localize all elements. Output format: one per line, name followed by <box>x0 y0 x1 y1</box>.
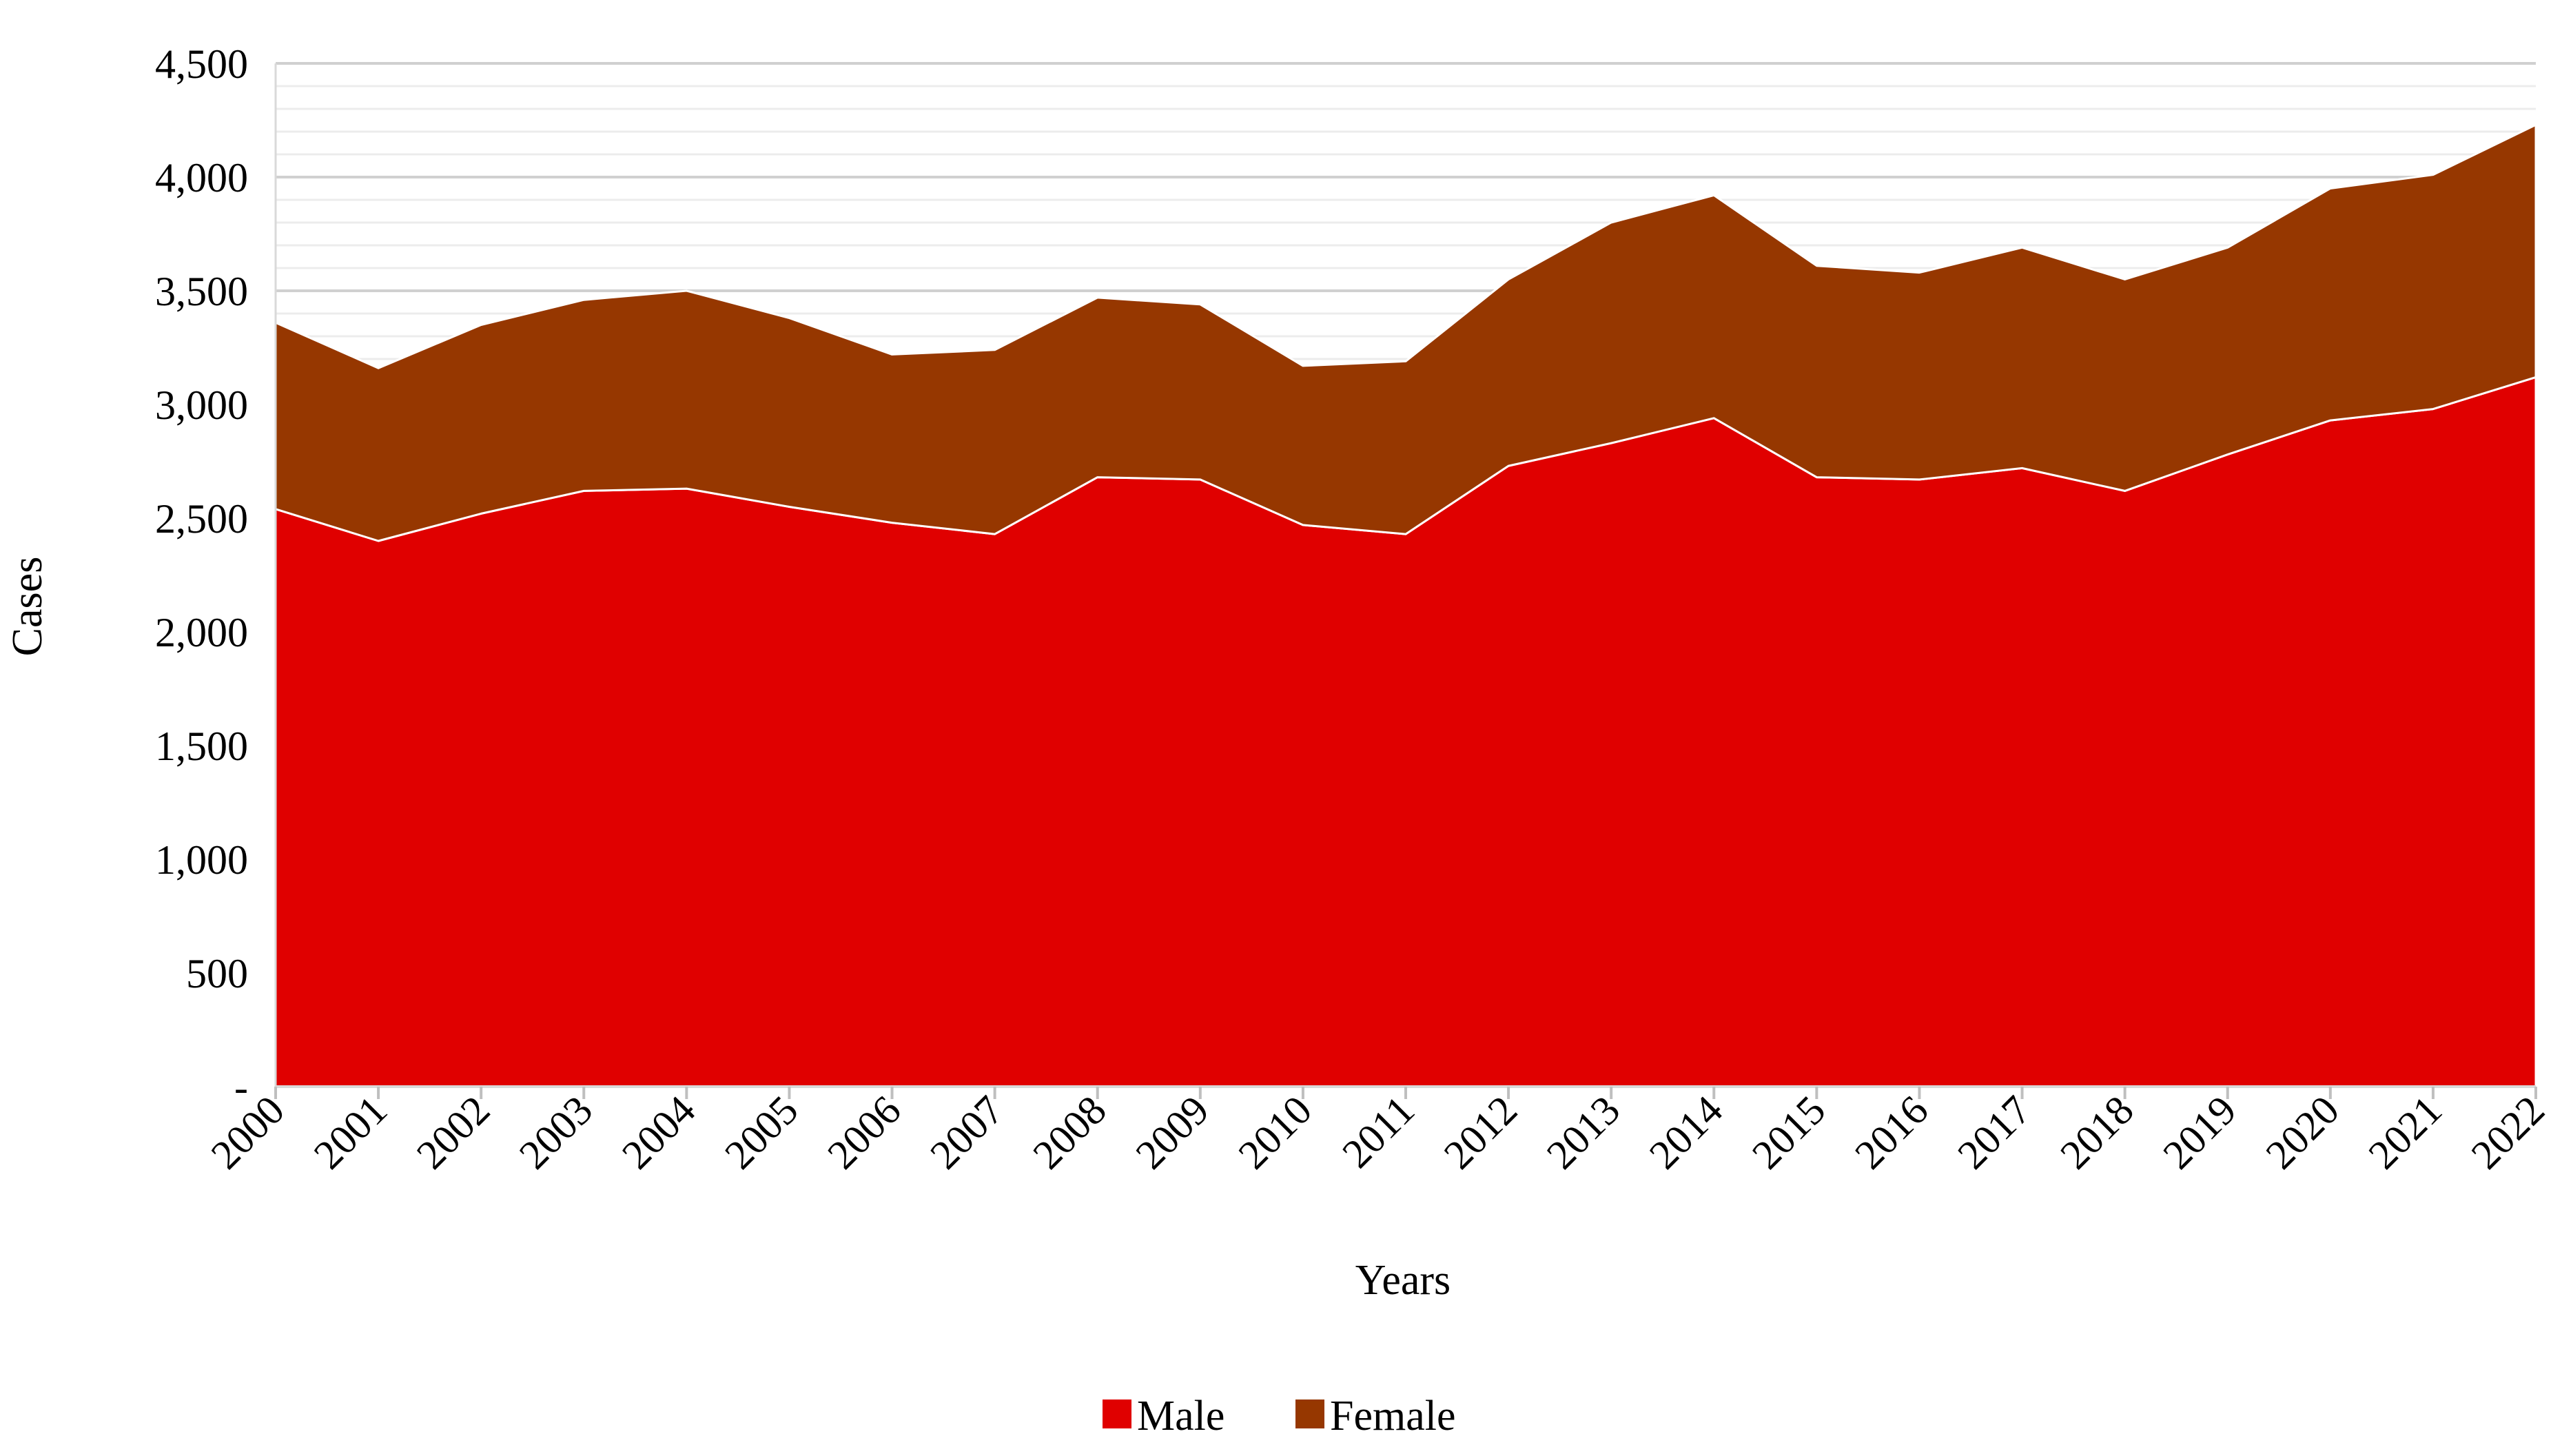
y-tick-label: 1,500 <box>155 724 248 769</box>
x-tick-label: 2013 <box>1538 1087 1629 1178</box>
x-tick-label: 2012 <box>1435 1087 1526 1178</box>
y-tick-labels: - 500 1,000 1,500 2,000 2,500 3,000 3,500 4,000 4… <box>155 41 248 1110</box>
y-tick-label: 2,000 <box>155 610 248 655</box>
x-tick-label: 2005 <box>716 1087 807 1178</box>
x-tick-label: 2009 <box>1127 1087 1218 1178</box>
x-tick-label: 2015 <box>1743 1087 1834 1178</box>
x-tick-label: 2021 <box>2360 1087 2451 1178</box>
x-tick-label: 2006 <box>819 1087 910 1178</box>
area-series-female <box>274 123 2537 542</box>
x-tick-labels: 2000 2001 2002 2003 2004 2005 2006 2007 2008 2009… <box>203 1087 2554 1178</box>
x-tick-label: 2000 <box>203 1087 294 1178</box>
y-tick-label: - <box>234 1065 248 1110</box>
x-tick-label: 2003 <box>511 1087 602 1178</box>
axes <box>274 63 2537 1099</box>
y-tick-label: 2,500 <box>155 496 248 542</box>
legend-swatch <box>1103 1399 1131 1428</box>
legend-swatch <box>1295 1399 1324 1428</box>
x-tick-label: 2018 <box>2051 1087 2142 1178</box>
legend-item-male: Male <box>1103 1393 1224 1439</box>
y-tick-label: 3,000 <box>155 382 248 428</box>
legend-label: Female <box>1330 1393 1456 1439</box>
y-tick-label: 4,000 <box>155 155 248 201</box>
x-tick-label: 2020 <box>2257 1087 2348 1178</box>
x-tick-label: 2001 <box>305 1087 396 1178</box>
x-tick-label: 2022 <box>2463 1087 2554 1178</box>
legend: Male Female <box>1103 1393 1456 1439</box>
y-tick-label: 1,000 <box>155 837 248 883</box>
x-tick-label: 2004 <box>613 1087 704 1178</box>
x-tick-label: 2016 <box>1846 1087 1937 1178</box>
y-tick-label: 3,500 <box>155 269 248 314</box>
y-axis-title: Cases <box>4 557 51 657</box>
x-tick-label: 2017 <box>1949 1087 2040 1178</box>
x-tick-label: 2019 <box>2154 1087 2245 1178</box>
legend-item-female: Female <box>1295 1393 1456 1439</box>
x-tick-label: 2014 <box>1641 1087 1732 1178</box>
y-tick-label: 4,500 <box>155 41 248 87</box>
legend-label: Male <box>1137 1393 1224 1439</box>
y-tick-label: 500 <box>186 951 248 996</box>
x-tick-label: 2011 <box>1333 1087 1423 1177</box>
x-tick-label: 2007 <box>921 1087 1012 1178</box>
x-tick-label: 2002 <box>408 1087 499 1178</box>
x-axis-title: Years <box>1355 1257 1451 1304</box>
x-tick-label: 2008 <box>1024 1087 1115 1178</box>
x-tick-label: 2010 <box>1230 1087 1321 1178</box>
